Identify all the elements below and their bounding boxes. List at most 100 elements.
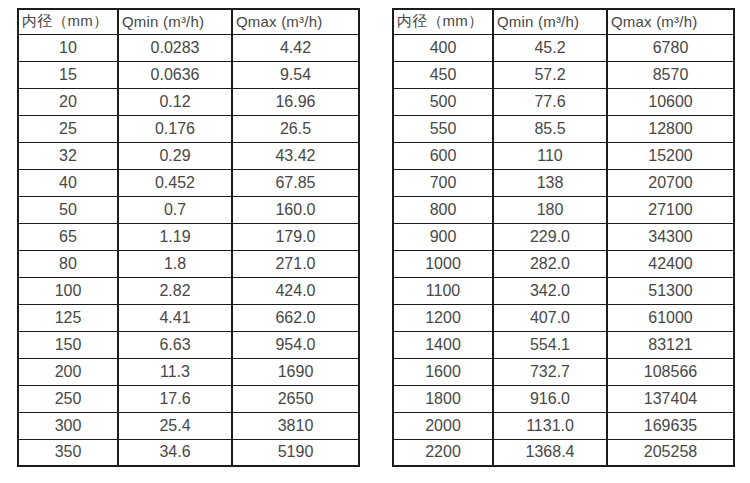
table-row: 801.8271.0 (18, 250, 359, 277)
qmin-cell: 0.176 (118, 115, 232, 142)
qmax-cell: 26.5 (232, 115, 359, 142)
qmin-cell: 342.0 (493, 277, 607, 304)
table-row: 200.1216.96 (18, 88, 359, 115)
qmin-cell: 77.6 (493, 88, 607, 115)
qmax-cell: 108566 (607, 358, 734, 385)
diameter-cell: 1400 (393, 331, 493, 358)
diameter-cell: 350 (18, 439, 118, 466)
table-row: 45057.28570 (393, 61, 734, 88)
qmax-cell: 61000 (607, 304, 734, 331)
table-row: 1254.41662.0 (18, 304, 359, 331)
diameter-cell: 50 (18, 196, 118, 223)
qmax-cell: 271.0 (232, 250, 359, 277)
qmax-cell: 43.42 (232, 142, 359, 169)
qmin-cell: 45.2 (493, 34, 607, 61)
diameter-cell: 2000 (393, 412, 493, 439)
diameter-header: 内径（mm） (393, 9, 493, 34)
diameter-cell: 200 (18, 358, 118, 385)
qmin-cell: 1368.4 (493, 439, 607, 466)
table-row: 40045.26780 (393, 34, 734, 61)
qmin-cell: 25.4 (118, 412, 232, 439)
diameter-cell: 250 (18, 385, 118, 412)
qmax-cell: 12800 (607, 115, 734, 142)
qmax-cell: 160.0 (232, 196, 359, 223)
qmax-cell: 10600 (607, 88, 734, 115)
diameter-cell: 125 (18, 304, 118, 331)
header-row: 内径（mm）Qmin (m³/h)Qmax (m³/h) (393, 9, 734, 34)
table-row: 1600732.7108566 (393, 358, 734, 385)
qmin-cell: 2.82 (118, 277, 232, 304)
qmin-cell: 732.7 (493, 358, 607, 385)
qmin-cell: 916.0 (493, 385, 607, 412)
diameter-cell: 80 (18, 250, 118, 277)
diameter-cell: 40 (18, 169, 118, 196)
qmax-cell: 662.0 (232, 304, 359, 331)
qmax-cell: 42400 (607, 250, 734, 277)
diameter-cell: 20 (18, 88, 118, 115)
table-row: 1200407.061000 (393, 304, 734, 331)
diameter-cell: 25 (18, 115, 118, 142)
flow-table-small-diameters: 内径（mm）Qmin (m³/h)Qmax (m³/h)100.02834.42… (17, 8, 360, 467)
diameter-cell: 2200 (393, 439, 493, 466)
diameter-cell: 1000 (393, 250, 493, 277)
qmin-cell: 85.5 (493, 115, 607, 142)
qmin-cell: 34.6 (118, 439, 232, 466)
diameter-cell: 500 (393, 88, 493, 115)
diameter-cell: 900 (393, 223, 493, 250)
qmin-cell: 11.3 (118, 358, 232, 385)
qmax-cell: 2650 (232, 385, 359, 412)
qmax-cell: 20700 (607, 169, 734, 196)
qmax-cell: 27100 (607, 196, 734, 223)
qmax-cell: 424.0 (232, 277, 359, 304)
qmin-header: Qmin (m³/h) (493, 9, 607, 34)
diameter-cell: 600 (393, 142, 493, 169)
qmin-cell: 0.12 (118, 88, 232, 115)
diameter-cell: 550 (393, 115, 493, 142)
qmin-cell: 17.6 (118, 385, 232, 412)
table-row: 900229.034300 (393, 223, 734, 250)
qmin-cell: 1.19 (118, 223, 232, 250)
qmin-cell: 110 (493, 142, 607, 169)
qmax-cell: 6780 (607, 34, 734, 61)
qmax-cell: 137404 (607, 385, 734, 412)
table-row: 1100342.051300 (393, 277, 734, 304)
qmax-cell: 179.0 (232, 223, 359, 250)
table-row: 20001131.0169635 (393, 412, 734, 439)
table-row: 1800916.0137404 (393, 385, 734, 412)
diameter-cell: 1200 (393, 304, 493, 331)
diameter-header: 内径（mm） (18, 9, 118, 34)
table-row: 60011015200 (393, 142, 734, 169)
diameter-cell: 1600 (393, 358, 493, 385)
table-row: 320.2943.42 (18, 142, 359, 169)
qmax-cell: 16.96 (232, 88, 359, 115)
qmax-cell: 5190 (232, 439, 359, 466)
diameter-cell: 450 (393, 61, 493, 88)
qmax-cell: 8570 (607, 61, 734, 88)
table-row: 70013820700 (393, 169, 734, 196)
qmax-header: Qmax (m³/h) (232, 9, 359, 34)
qmin-cell: 0.7 (118, 196, 232, 223)
qmax-header: Qmax (m³/h) (607, 9, 734, 34)
qmax-cell: 3810 (232, 412, 359, 439)
qmax-cell: 67.85 (232, 169, 359, 196)
table-row: 150.06369.54 (18, 61, 359, 88)
diameter-cell: 15 (18, 61, 118, 88)
qmax-cell: 205258 (607, 439, 734, 466)
qmin-cell: 180 (493, 196, 607, 223)
qmin-cell: 6.63 (118, 331, 232, 358)
table-row: 30025.43810 (18, 412, 359, 439)
diameter-cell: 400 (393, 34, 493, 61)
qmin-cell: 407.0 (493, 304, 607, 331)
table-row: 1400554.183121 (393, 331, 734, 358)
table-row: 1506.63954.0 (18, 331, 359, 358)
qmax-cell: 954.0 (232, 331, 359, 358)
qmax-cell: 169635 (607, 412, 734, 439)
qmax-cell: 15200 (607, 142, 734, 169)
qmin-cell: 0.452 (118, 169, 232, 196)
qmax-cell: 4.42 (232, 34, 359, 61)
table-row: 80018027100 (393, 196, 734, 223)
diameter-cell: 32 (18, 142, 118, 169)
table-row: 250.17626.5 (18, 115, 359, 142)
diameter-cell: 1100 (393, 277, 493, 304)
header-row: 内径（mm）Qmin (m³/h)Qmax (m³/h) (18, 9, 359, 34)
